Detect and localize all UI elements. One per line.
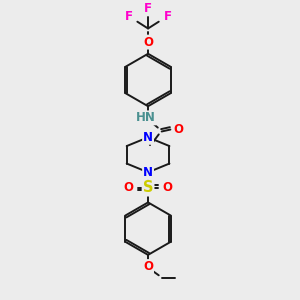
- Text: N: N: [143, 166, 153, 179]
- Text: O: O: [124, 181, 134, 194]
- Text: F: F: [124, 10, 133, 23]
- Text: O: O: [163, 181, 172, 194]
- Text: O: O: [143, 36, 153, 49]
- Text: O: O: [143, 260, 153, 273]
- Text: N: N: [143, 131, 153, 144]
- Text: O: O: [173, 123, 183, 136]
- Text: HN: HN: [136, 111, 156, 124]
- Text: F: F: [144, 2, 152, 15]
- Text: S: S: [143, 180, 153, 195]
- Text: F: F: [164, 10, 172, 23]
